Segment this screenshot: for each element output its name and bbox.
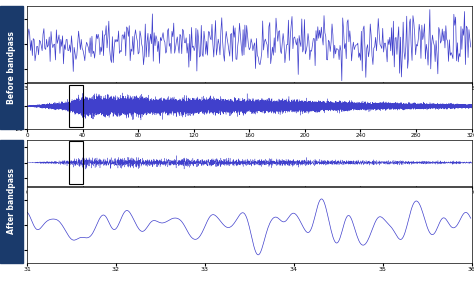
Text: Before bandpass: Before bandpass: [7, 31, 16, 104]
Bar: [69, 85, 82, 127]
Bar: [69, 141, 82, 184]
Text: After bandpass: After bandpass: [7, 168, 16, 234]
Text: Before bandpass: Before bandpass: [220, 93, 279, 99]
Text: After bandpass: After bandpass: [223, 194, 276, 200]
